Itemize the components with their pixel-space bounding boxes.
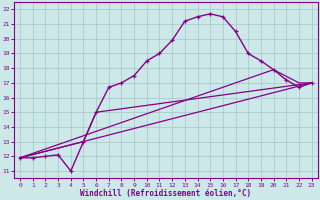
X-axis label: Windchill (Refroidissement éolien,°C): Windchill (Refroidissement éolien,°C) [80, 189, 252, 198]
